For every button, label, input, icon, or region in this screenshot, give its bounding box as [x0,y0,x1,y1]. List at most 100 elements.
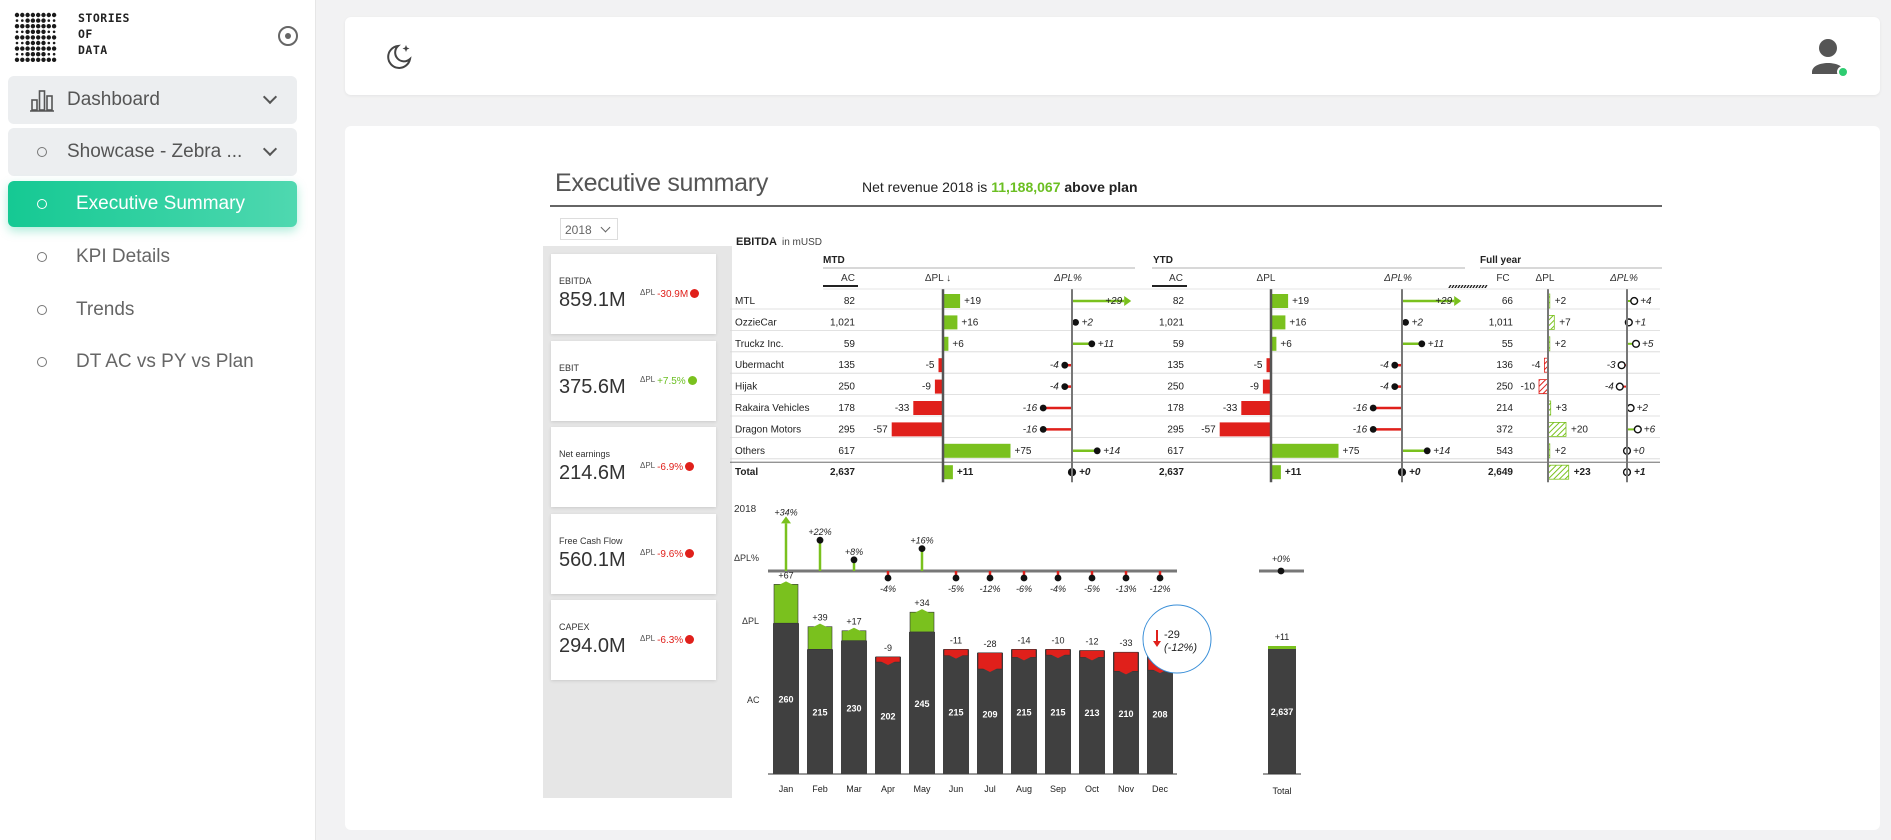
total-dpl-label: +11 [1275,632,1290,642]
ac-bar [1079,650,1105,774]
pin-label: +0 [1079,467,1091,478]
row-ac: 2,637 [830,467,855,478]
pct-pin-head [1156,574,1164,582]
title-divider [550,205,1662,207]
forecast-pin-head [1617,361,1626,370]
forecast-label: +7 [1559,317,1571,328]
row-fc: 1,011 [1489,317,1514,328]
row-label-dplp: ΔPL% [734,553,759,563]
table-row: Hijak 250 250 250 -9 -9 -4 -4 -10 -4 [730,379,1660,396]
kpi-delta: ΔPL -6.3% [640,634,695,646]
variance-bar [1241,401,1271,415]
table-row: Ubermacht 135 135 136 -5 -5 -4 -4 -4 -3 [730,357,1660,374]
column-header: AC [1169,273,1183,284]
sidebar-toggle-icon[interactable] [278,26,298,46]
ac-bar [807,649,833,774]
kpi-card[interactable]: CAPEX 294.0M ΔPL -6.3% [551,600,716,680]
ac-bar [977,652,1003,774]
pin-head [1061,383,1069,390]
kpi-name: Net earnings [559,449,611,459]
kpi-card[interactable]: EBIT 375.6M ΔPL +7.5% [551,340,716,421]
row-fc: 543 [1496,446,1513,457]
nav-group-showcase[interactable]: Showcase - Zebra ... [8,128,297,176]
month-label: Jun [949,784,964,794]
forecast-label: +2 [1555,296,1567,307]
variance-label: +6 [1280,339,1292,350]
row-ytd-ac: 59 [1173,339,1185,350]
moon-icon[interactable] [385,41,415,71]
kpi-value: 375.6M [559,375,626,398]
callout-circle [1142,604,1212,674]
topbar [345,17,1880,95]
ac-label: 245 [914,699,929,709]
pct-label: -5% [948,584,964,594]
kpi-name: EBIT [559,362,580,373]
table-row: MTL 82 82 66 +19 +19 +29 +29 +2 +4 [730,293,1660,310]
table-row: OzzieCar 1,021 1,021 1,011 +16 +16 +2 +2 +7 +1 [730,315,1660,331]
variance-label: +16 [1289,317,1306,328]
ac-label: 260 [778,695,793,705]
row-name: Ubermacht [735,360,784,371]
variance-label: -57 [873,424,888,435]
dpl-label: -14 [1017,635,1030,645]
ac-label: 202 [880,711,895,721]
kpi-value: 560.1M [559,548,626,571]
ac-bar [875,656,901,774]
pin-head [1423,447,1431,455]
nav-item-dt-ac-vs-py-vs-plan[interactable]: DT AC vs PY vs Plan [8,339,297,385]
kpi-card[interactable]: EBITDA 859.1M ΔPL -30.9M [551,254,716,334]
pct-pin-head [1088,574,1096,582]
dpl-arrow-icon [808,623,832,630]
forecast-pin-head [1626,403,1635,413]
variance-bar [943,443,1011,458]
pin-head [1418,340,1426,348]
pct-label: +16% [910,536,933,546]
callout-pct: (-12%) [1164,642,1197,654]
nav-item-executive-summary[interactable]: Executive Summary [8,181,297,227]
dpl-arrow-icon [1080,654,1104,661]
ac-bar [1147,653,1173,774]
nav-item-trends[interactable]: Trends [8,287,297,333]
ac-label: 209 [982,709,997,719]
brand-name: STORIES OF DATA [78,11,130,57]
row-fc: 136 [1496,360,1513,371]
pin-label: +11 [1428,339,1444,350]
ac-label: 215 [1050,708,1065,718]
pct-pin-head [1054,574,1062,582]
kpi-card[interactable]: Free Cash Flow 560.1M ΔPL -9.6% [551,513,716,594]
nav-group-dashboard[interactable]: Dashboard [8,76,297,124]
down-arrow-icon [1153,630,1161,647]
month-column: -6% 215 -14 Aug [1011,571,1037,794]
kpi-card[interactable]: Net earnings 214.6M ΔPL -6.9% [551,427,716,507]
row-fc: 250 [1496,382,1513,393]
user-icon[interactable] [1810,36,1850,78]
column-header: ΔPL% [1053,273,1082,284]
year-dropdown[interactable]: 2018 [560,218,618,240]
total-label: Total [1272,786,1291,796]
row-name: OzzieCar [735,317,777,328]
total-pct-label: +0% [1272,554,1290,564]
month-column: -13% 210 -33 Nov [1113,571,1139,794]
circle-icon [37,357,47,367]
pin-head [1093,447,1101,455]
variance-label: -33 [895,403,910,414]
sidebar: STORIES OF DATA Dashboard Showcase - Zeb… [0,0,316,840]
ac-label: 215 [812,708,827,718]
month-label: Jan [779,784,794,794]
variance-label: -57 [1201,424,1216,435]
forecast-pin-label: +4 [1640,296,1652,307]
nav-item-kpi-details[interactable]: KPI Details [8,234,297,280]
pin-label: -16 [1353,424,1368,435]
ac-bar [841,640,867,774]
column-header: ΔPL% [1383,273,1412,284]
kpi-delta: ΔPL +7.5% [640,375,697,387]
dpl-bar [807,626,833,650]
pin-head [1402,319,1409,326]
row-ac: 59 [844,339,856,350]
pct-pin-head [850,556,858,564]
variance-bar [943,336,949,351]
variance-bar [1266,358,1271,373]
variance-bar [938,358,943,373]
forecast-bar [1547,464,1570,480]
brand[interactable]: STORIES OF DATA [12,8,302,64]
